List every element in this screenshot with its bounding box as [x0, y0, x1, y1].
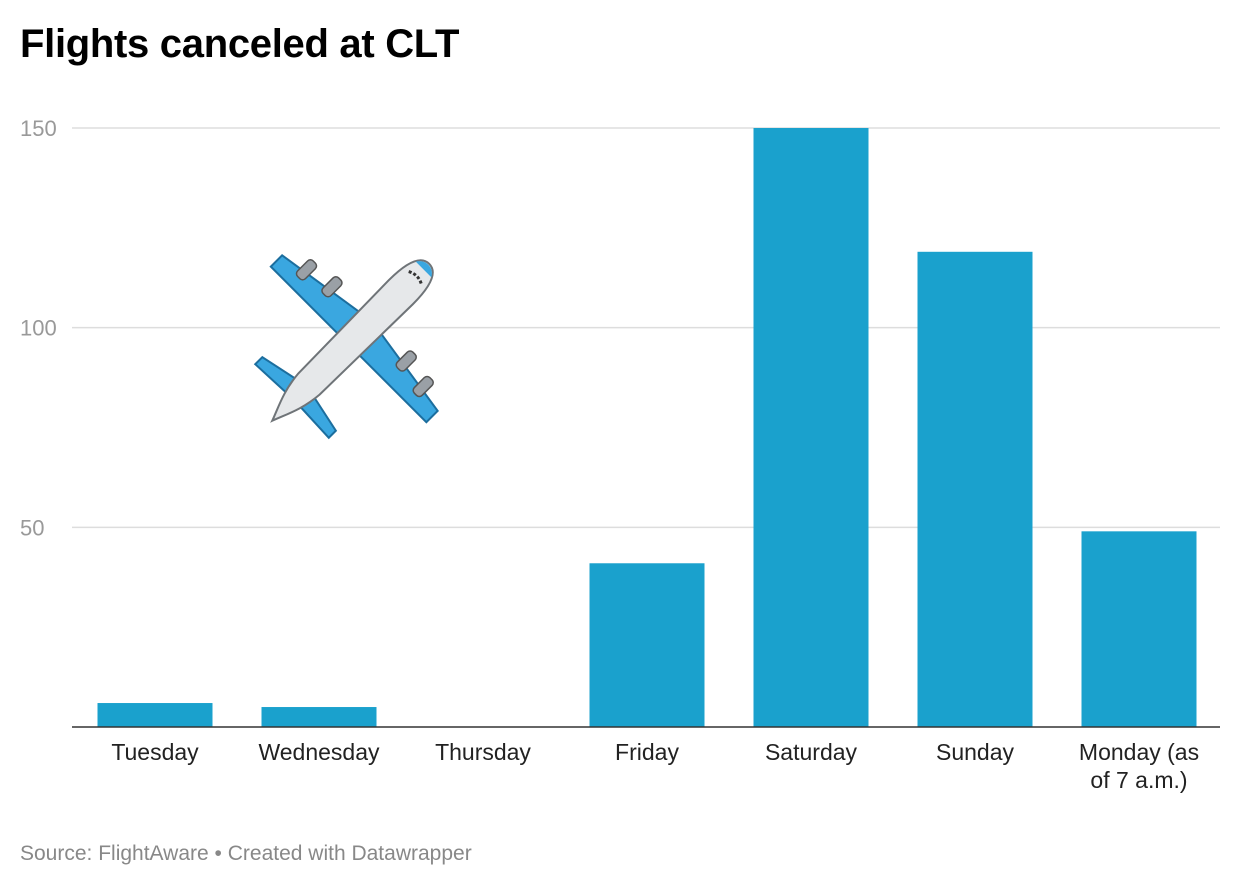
bars [97, 128, 1197, 727]
y-tick-label: 100 [20, 316, 57, 341]
x-tick-label: Monday (as [1079, 739, 1199, 765]
x-tick-label: Tuesday [111, 739, 199, 765]
airplane-icon [253, 254, 439, 440]
credit-text: Created with Datawrapper [227, 842, 472, 865]
x-axis-labels: Tuesday Wednesday Thursday Friday Saturday Su… [111, 739, 1199, 793]
gridlines [72, 127, 1220, 529]
footer-separator: • [208, 842, 228, 865]
airplane-engine [321, 276, 343, 298]
x-tick-label: Saturday [765, 739, 858, 765]
bar-tuesday [97, 703, 213, 727]
y-tick-label: 150 [20, 116, 57, 141]
airplane-fuselage [270, 259, 434, 423]
bar-saturday [753, 128, 869, 727]
x-tick-label: Sunday [936, 739, 1015, 765]
y-tick-label: 50 [20, 515, 44, 540]
chart-footer: Source: FlightAware • Created with Dataw… [20, 842, 472, 866]
airplane-cockpit [408, 270, 423, 285]
x-tick-label: Wednesday [258, 739, 380, 765]
bar-sunday [917, 251, 1033, 727]
bar-wednesday [261, 707, 377, 727]
airplane-nose [415, 261, 432, 278]
bar-friday [589, 563, 705, 727]
y-axis-ticks: 50 100 150 [20, 116, 57, 540]
bar-chart: 50 100 150 Tuesday Wednesday Thursday Friday S… [20, 116, 1220, 793]
airplane-engine [295, 259, 318, 281]
x-tick-label: Thursday [435, 739, 531, 765]
x-tick-label: Friday [615, 739, 679, 765]
x-tick-label: of 7 a.m.) [1090, 767, 1187, 793]
airplane-engine [412, 375, 434, 398]
chart-title: Flights canceled at CLT [20, 22, 460, 66]
airplane-engine [395, 350, 417, 372]
source-text: Source: FlightAware [20, 842, 209, 865]
bar-monday [1081, 531, 1197, 727]
